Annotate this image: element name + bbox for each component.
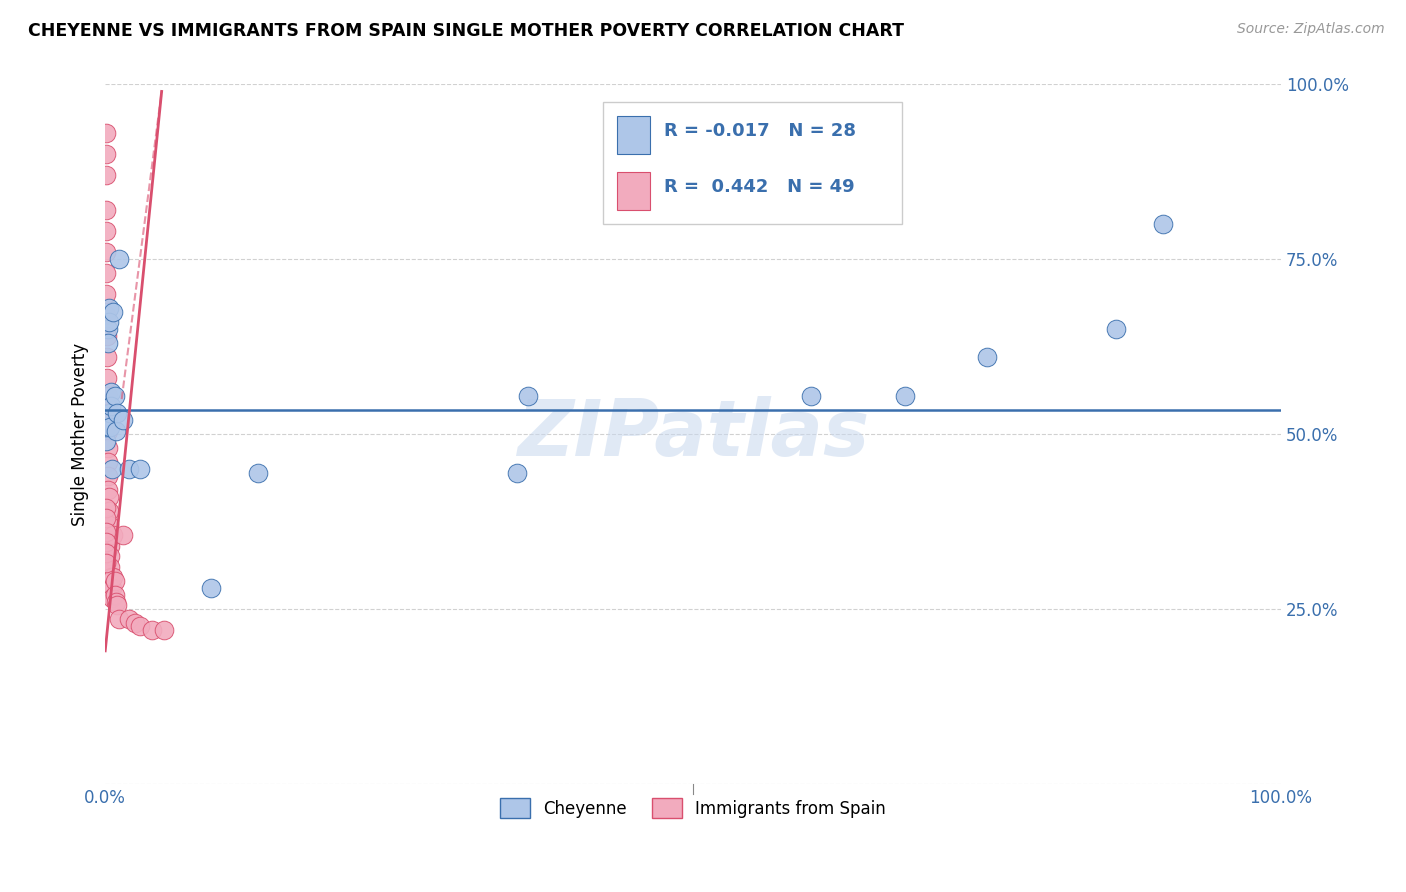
Point — [97, 336, 120, 351]
Point — [97, 424, 120, 438]
Text: ZIPatlas: ZIPatlas — [517, 396, 869, 472]
Point — [94, 511, 117, 525]
Point — [100, 581, 122, 595]
Point — [111, 528, 134, 542]
Point — [97, 528, 120, 542]
FancyBboxPatch shape — [603, 102, 903, 224]
Point — [104, 389, 127, 403]
Point — [98, 560, 121, 574]
Point — [97, 441, 120, 455]
Point — [97, 469, 120, 483]
Point — [96, 434, 118, 448]
Point — [97, 389, 120, 403]
Point — [94, 147, 117, 161]
Point — [97, 518, 120, 533]
Point — [103, 570, 125, 584]
Point — [96, 329, 118, 343]
Point — [97, 322, 120, 336]
Point — [108, 252, 131, 267]
Point — [96, 203, 118, 218]
Point — [98, 539, 121, 553]
Point — [98, 420, 121, 434]
Point — [800, 389, 823, 403]
Point — [118, 462, 141, 476]
Point — [97, 455, 120, 469]
Point — [94, 127, 117, 141]
Point — [98, 549, 121, 564]
Point — [100, 385, 122, 400]
Point — [101, 581, 124, 595]
Point — [94, 524, 117, 539]
Point — [103, 304, 125, 318]
Point — [129, 619, 152, 633]
Point — [517, 389, 540, 403]
Legend: Cheyenne, Immigrants from Spain: Cheyenne, Immigrants from Spain — [494, 792, 893, 824]
Point — [96, 350, 118, 364]
Point — [103, 528, 125, 542]
Point — [506, 466, 529, 480]
Point — [124, 615, 146, 630]
Text: R =  0.442   N = 49: R = 0.442 N = 49 — [664, 178, 855, 196]
Point — [100, 570, 122, 584]
Point — [104, 595, 127, 609]
Point — [101, 462, 124, 476]
Point — [153, 623, 176, 637]
FancyBboxPatch shape — [617, 116, 650, 154]
Point — [97, 301, 120, 316]
Text: R = -0.017   N = 28: R = -0.017 N = 28 — [664, 122, 856, 140]
Point — [98, 406, 121, 420]
Point — [101, 591, 124, 606]
Point — [97, 315, 120, 329]
Point — [94, 169, 117, 183]
Point — [96, 546, 118, 560]
Point — [100, 399, 122, 413]
Point — [96, 224, 118, 238]
Point — [96, 557, 118, 571]
Point — [97, 406, 120, 420]
Point — [1152, 217, 1174, 231]
Point — [96, 535, 118, 549]
Point — [96, 308, 118, 322]
Point — [96, 287, 118, 301]
Y-axis label: Single Mother Poverty: Single Mother Poverty — [72, 343, 89, 525]
Point — [105, 599, 128, 613]
Text: CHEYENNE VS IMMIGRANTS FROM SPAIN SINGLE MOTHER POVERTY CORRELATION CHART: CHEYENNE VS IMMIGRANTS FROM SPAIN SINGLE… — [28, 22, 904, 40]
FancyBboxPatch shape — [617, 172, 650, 211]
Point — [1105, 322, 1128, 336]
Point — [129, 462, 152, 476]
Point — [200, 581, 222, 595]
Point — [976, 350, 998, 364]
Text: Source: ZipAtlas.com: Source: ZipAtlas.com — [1237, 22, 1385, 37]
Point — [111, 413, 134, 427]
Point — [141, 623, 163, 637]
Point — [104, 588, 127, 602]
Point — [97, 504, 120, 518]
Point — [96, 245, 118, 260]
Point — [94, 500, 117, 515]
Point — [104, 574, 127, 588]
Point — [118, 612, 141, 626]
Point — [104, 424, 127, 438]
Point — [97, 483, 120, 497]
Point — [893, 389, 915, 403]
Point — [96, 266, 118, 280]
Point — [96, 420, 118, 434]
Point — [247, 466, 270, 480]
Point — [96, 371, 118, 385]
Point — [97, 490, 120, 504]
Point — [105, 406, 128, 420]
Point — [108, 612, 131, 626]
